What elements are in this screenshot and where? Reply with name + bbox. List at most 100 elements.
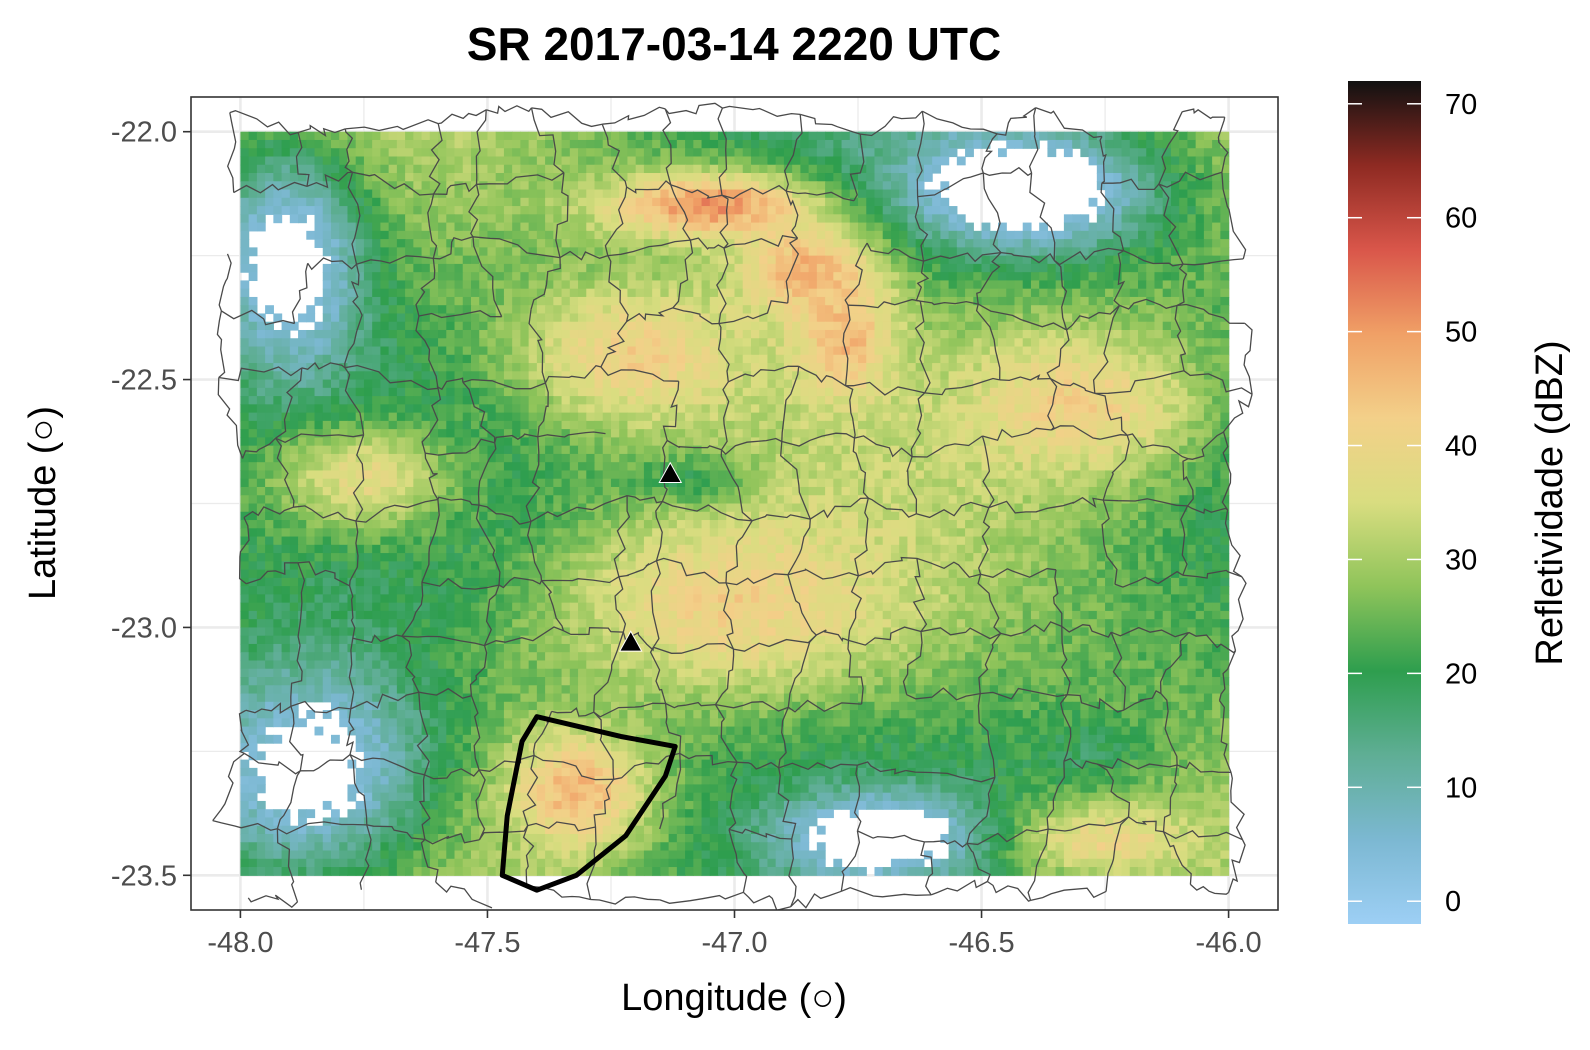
reflectivity-cell <box>256 445 266 455</box>
reflectivity-cell <box>734 206 744 215</box>
reflectivity-cell <box>1055 478 1065 488</box>
reflectivity-cell <box>866 239 876 248</box>
reflectivity-cell <box>783 197 793 207</box>
reflectivity-cell <box>1129 247 1139 257</box>
reflectivity-cell <box>438 272 447 282</box>
reflectivity-cell <box>610 173 620 182</box>
reflectivity-cell <box>479 329 489 339</box>
reflectivity-cell <box>1088 338 1098 348</box>
reflectivity-cell <box>915 338 925 348</box>
reflectivity-cell <box>610 453 620 463</box>
reflectivity-cell <box>363 189 373 199</box>
reflectivity-cell <box>775 288 785 298</box>
reflectivity-cell <box>956 429 966 439</box>
reflectivity-cell <box>783 478 793 488</box>
reflectivity-cell <box>1129 462 1139 472</box>
reflectivity-cell <box>1121 239 1131 248</box>
reflectivity-cell <box>1055 263 1065 273</box>
reflectivity-cell <box>726 131 736 141</box>
reflectivity-cell <box>849 139 859 149</box>
reflectivity-cell <box>668 280 678 290</box>
reflectivity-cell <box>314 148 324 158</box>
reflectivity-cell <box>915 346 925 356</box>
reflectivity-cell <box>907 354 917 364</box>
reflectivity-cell <box>479 313 489 323</box>
reflectivity-cell <box>553 288 563 298</box>
reflectivity-cell <box>470 486 480 496</box>
reflectivity-cell <box>446 288 456 298</box>
reflectivity-cell <box>965 445 974 455</box>
reflectivity-cell <box>330 280 340 290</box>
reflectivity-cell <box>1121 396 1131 405</box>
reflectivity-cell <box>652 346 661 356</box>
reflectivity-cell <box>396 453 406 463</box>
reflectivity-cell <box>1055 338 1065 348</box>
reflectivity-cell <box>849 230 859 240</box>
reflectivity-cell <box>1121 338 1131 348</box>
reflectivity-cell <box>718 222 727 232</box>
reflectivity-cell <box>890 404 900 414</box>
reflectivity-cell <box>635 329 645 339</box>
reflectivity-cell <box>512 346 521 356</box>
reflectivity-cell <box>1113 346 1123 356</box>
reflectivity-cell <box>759 255 769 265</box>
reflectivity-cell <box>503 338 513 348</box>
reflectivity-cell <box>1105 396 1114 405</box>
reflectivity-cell <box>783 164 793 174</box>
reflectivity-cell <box>635 263 645 273</box>
reflectivity-cell <box>858 206 867 215</box>
reflectivity-cell <box>619 181 629 191</box>
reflectivity-cell <box>907 396 917 405</box>
reflectivity-cell <box>298 181 307 191</box>
reflectivity-cell <box>882 363 892 372</box>
reflectivity-cell <box>240 173 250 182</box>
reflectivity-cell <box>503 478 513 488</box>
reflectivity-cell <box>816 396 826 405</box>
reflectivity-cell <box>619 255 629 265</box>
reflectivity-cell <box>314 470 324 480</box>
reflectivity-cell <box>619 239 629 248</box>
reflectivity-cell <box>1105 379 1114 389</box>
reflectivity-cell <box>858 181 867 191</box>
reflectivity-cell <box>1080 470 1090 480</box>
reflectivity-cell <box>248 354 258 364</box>
reflectivity-cell <box>1146 354 1156 364</box>
reflectivity-cell <box>1063 346 1073 356</box>
reflectivity-cell <box>899 164 909 174</box>
reflectivity-cell <box>676 396 686 405</box>
reflectivity-cell <box>775 173 785 182</box>
reflectivity-cell <box>718 164 727 174</box>
reflectivity-cell <box>718 429 727 439</box>
reflectivity-cell <box>767 288 777 298</box>
reflectivity-cell <box>1113 214 1123 224</box>
reflectivity-cell <box>635 305 645 315</box>
reflectivity-cell <box>701 288 711 298</box>
reflectivity-cell <box>858 346 867 356</box>
reflectivity-cell <box>438 255 447 265</box>
reflectivity-cell <box>545 230 554 240</box>
reflectivity-cell <box>775 222 785 232</box>
reflectivity-cell <box>1096 329 1106 339</box>
reflectivity-cell <box>553 214 563 224</box>
reflectivity-cell <box>569 404 579 414</box>
reflectivity-cell <box>800 272 810 282</box>
reflectivity-cell <box>1088 131 1098 141</box>
reflectivity-cell <box>932 462 941 472</box>
reflectivity-cell <box>676 156 686 166</box>
reflectivity-cell <box>1080 305 1090 315</box>
reflectivity-cell <box>1080 387 1090 397</box>
reflectivity-cell <box>890 470 900 480</box>
reflectivity-cell <box>816 363 826 372</box>
reflectivity-cell <box>1220 214 1230 224</box>
reflectivity-cell <box>998 453 1007 463</box>
reflectivity-cell <box>643 321 653 331</box>
reflectivity-cell <box>553 437 563 447</box>
reflectivity-cell <box>405 305 414 315</box>
reflectivity-cell <box>1113 313 1123 323</box>
reflectivity-cell <box>536 181 546 191</box>
reflectivity-cell <box>339 338 349 348</box>
reflectivity-cell <box>586 296 596 306</box>
reflectivity-cell <box>380 280 390 290</box>
reflectivity-cell <box>470 222 480 232</box>
reflectivity-cell <box>1203 453 1213 463</box>
